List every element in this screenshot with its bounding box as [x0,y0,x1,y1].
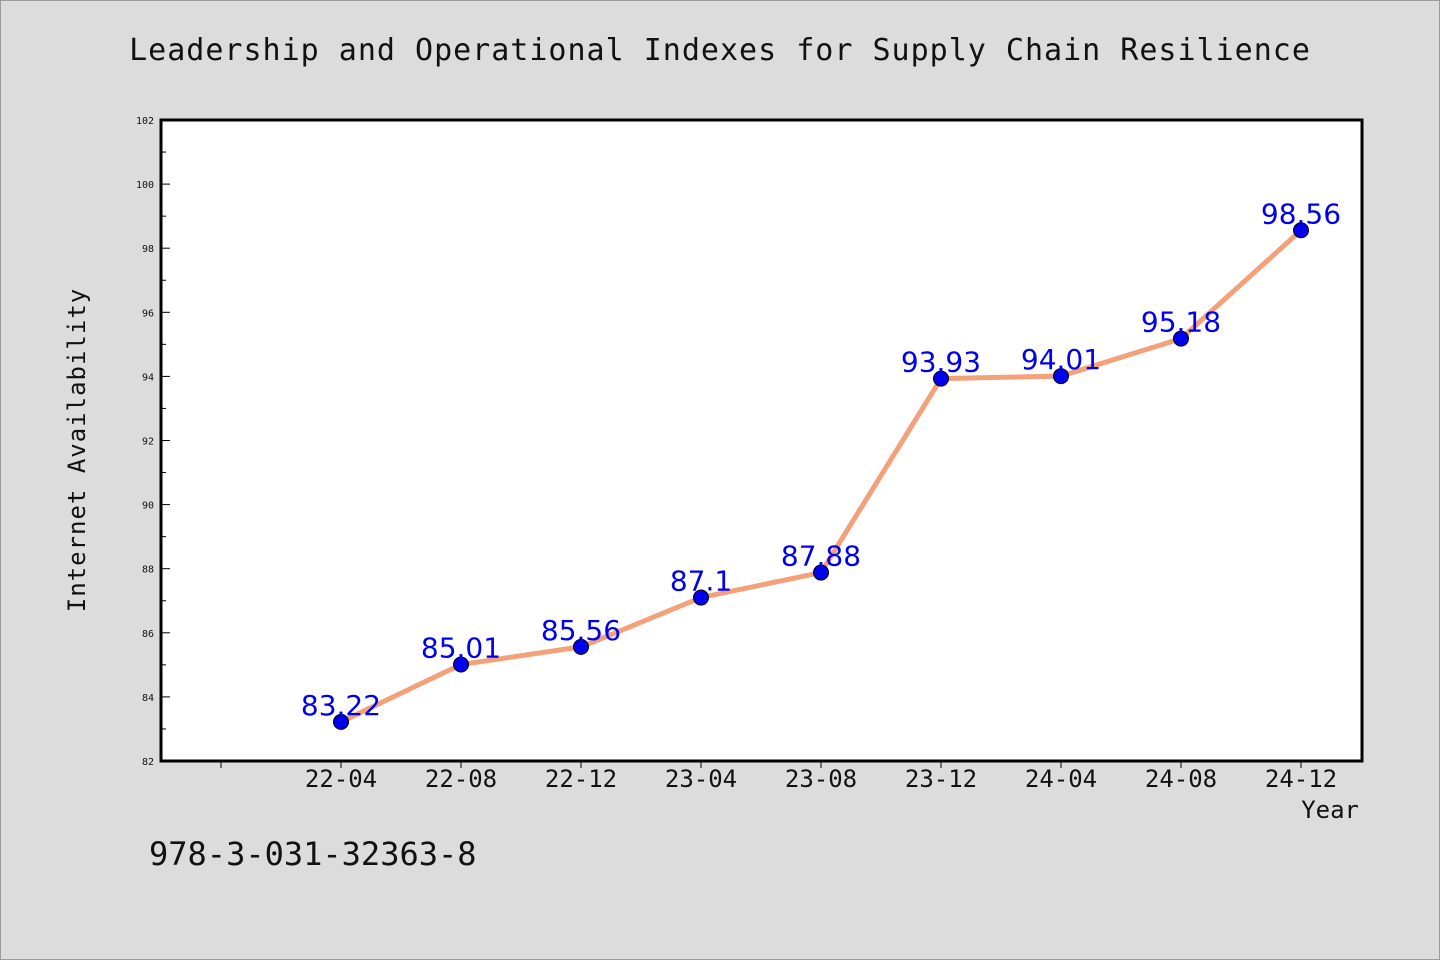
data-label-22-04: 83.22 [301,689,381,722]
x-tick-label-23-12: 23-12 [905,765,977,793]
y-tick-label-92: 92 [142,437,154,448]
y-tick-label-102: 102 [136,116,154,127]
data-label-24-12: 98.56 [1261,197,1341,230]
chart-title: Leadership and Operational Indexes for S… [129,33,1311,68]
y-tick-label-100: 100 [136,180,154,191]
data-label-23-08: 87.88 [781,540,861,573]
x-tick-label-22-04: 22-04 [305,765,377,793]
y-tick-label-90: 90 [142,501,154,512]
isbn-annotation: 978-3-031-32363-8 [149,835,477,873]
x-axis-label: Year [1301,796,1359,824]
data-point-24-08 [1173,330,1189,347]
data-point-23-12 [933,370,949,387]
data-point-22-12 [573,638,589,655]
y-tick-label-82: 82 [142,757,154,768]
data-label-24-04: 94.01 [1021,343,1101,376]
y-tick-label-84: 84 [142,693,154,704]
data-label-24-08: 95.18 [1141,306,1221,339]
x-tick-label-22-12: 22-12 [545,765,617,793]
x-tick-label-24-04: 24-04 [1025,765,1097,793]
y-tick-label-88: 88 [142,565,154,576]
y-tick-label-86: 86 [142,629,154,640]
y-tick-label-94: 94 [142,372,154,383]
data-label-23-04: 87.1 [670,565,732,598]
plot-background [161,120,1362,761]
data-point-22-04 [333,713,349,730]
data-label-23-12: 93.93 [901,346,981,379]
y-tick-label-98: 98 [142,244,154,255]
x-tick-label-23-04: 23-04 [665,765,737,793]
x-tick-label-22-08: 22-08 [425,765,497,793]
data-point-23-04 [693,589,709,606]
data-point-23-08 [813,564,829,581]
data-point-24-12 [1293,222,1309,239]
data-label-22-12: 85.56 [541,614,621,647]
x-tick-label-24-12: 24-12 [1265,765,1337,793]
plot-frame [159,118,1364,763]
data-point-24-04 [1053,368,1069,385]
x-tick-label-23-08: 23-08 [785,765,857,793]
data-point-22-08 [453,656,469,673]
x-tick-label-24-08: 24-08 [1145,765,1217,793]
data-label-22-08: 85.01 [421,632,501,665]
y-tick-label-96: 96 [142,308,154,319]
